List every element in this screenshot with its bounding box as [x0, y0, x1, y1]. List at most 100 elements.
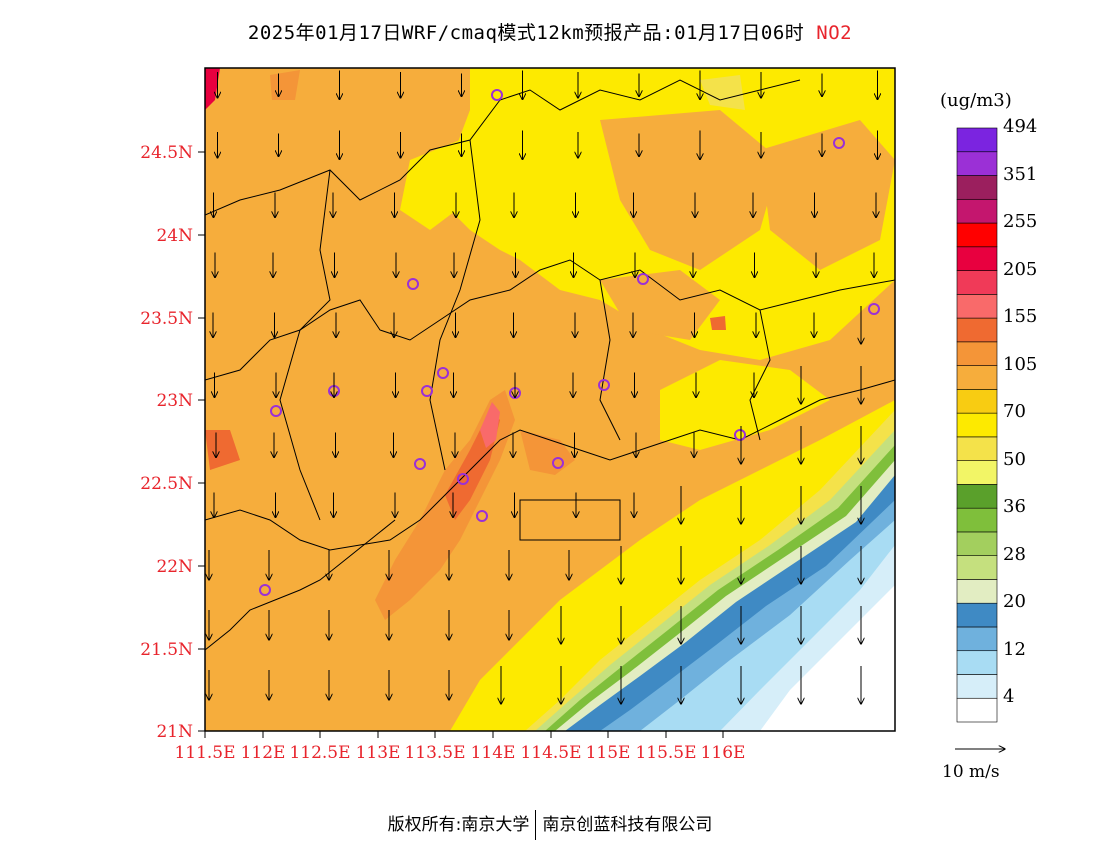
- city-marker: [734, 429, 746, 441]
- city-marker: [437, 367, 449, 379]
- city-marker: [833, 137, 845, 149]
- colorbar-swatch: [956, 674, 998, 699]
- footer-separator: [535, 810, 537, 840]
- copyright-owner2: 南京创蓝科技有限公司: [542, 815, 713, 835]
- lat-tick-label: 22.5N: [140, 474, 193, 494]
- coastline-west: [205, 519, 396, 651]
- city-marker: [491, 89, 503, 101]
- city-marker: [414, 458, 426, 470]
- colorbar-swatch: [956, 127, 998, 153]
- wind-vectors: [209, 70, 878, 705]
- lon-tick-label: 116E: [701, 743, 746, 763]
- lat-tick-label: 21N: [156, 722, 193, 742]
- city-marker: [552, 457, 564, 469]
- lon-tick-label: 113E: [356, 743, 401, 763]
- title-text: 2025年01月17日WRF/cmaq模式12km预报产品:01月17日06时: [247, 22, 805, 44]
- lon-tick-label: 112E: [241, 743, 286, 763]
- boundary-mid: [205, 259, 895, 381]
- boundaries: [205, 79, 895, 651]
- lon-tick-label: 115E: [586, 743, 631, 763]
- colorbar-label: 70: [1003, 401, 1026, 423]
- city-marker: [598, 379, 610, 391]
- lat-tick-label: 23N: [156, 391, 193, 411]
- field-105-island2: [760, 120, 895, 270]
- colorbar-swatch: [956, 175, 998, 200]
- colorbar-swatch: [956, 151, 998, 176]
- colorbar-swatch: [956, 697, 998, 723]
- colorbar-swatch: [956, 602, 998, 628]
- latitude-axis: 24.5N 24N 23.5N 23N 22.5N 22N 21.5N 21N: [140, 143, 205, 742]
- field-255-corner: [205, 68, 220, 110]
- city-marker: [259, 584, 271, 596]
- field-155-shenzhen: [520, 430, 575, 475]
- colorbar-label: 105: [1003, 353, 1038, 375]
- species-label: NO2: [816, 22, 853, 44]
- colorbar-label: 205: [1003, 258, 1038, 280]
- city-marker: [637, 273, 649, 285]
- lat-tick-label: 22N: [156, 557, 193, 577]
- colorbar-label: 351: [1003, 163, 1038, 185]
- lat-tick-label: 24.5N: [140, 143, 193, 163]
- colorbar-label: 155: [1003, 306, 1038, 328]
- boundary-inner1: [279, 169, 331, 521]
- colorbar-swatch: [956, 246, 998, 271]
- colorbar-swatch: [956, 531, 998, 556]
- colorbar-swatch: [956, 626, 998, 652]
- colorbar-swatch: [956, 389, 998, 414]
- longitude-axis: 111.5E 112E 112.5E 113E 113.5E 114E 114.5E 115E…: [174, 731, 745, 763]
- lat-tick-label: 24N: [156, 226, 193, 246]
- colorbar-label: 255: [1003, 211, 1038, 233]
- concentration-field: [205, 68, 895, 731]
- colorbar-swatch: [956, 270, 998, 295]
- city-marker: [421, 385, 433, 397]
- city-markers: [259, 89, 880, 596]
- field-105-island3: [600, 270, 720, 340]
- lon-tick-label: 112.5E: [289, 743, 350, 763]
- city-marker: [270, 405, 282, 417]
- boundary-inner3: [599, 279, 621, 441]
- lon-tick-label: 114E: [471, 743, 516, 763]
- wind-reference-label: 10 m/s: [942, 762, 1000, 782]
- field-50-patch: [700, 75, 745, 110]
- city-marker: [476, 510, 488, 522]
- colorbar-label: 36: [1003, 496, 1026, 518]
- colorbar-swatch: [956, 222, 998, 248]
- colorbar-swatch: [956, 555, 998, 580]
- colorbar-label: 494: [1003, 116, 1038, 137]
- colorbar-label: 50: [1003, 448, 1026, 470]
- copyright-footer: 版权所有:南京大学 南京创蓝科技有限公司: [0, 810, 1100, 840]
- city-marker: [868, 303, 880, 315]
- colorbar-swatch: [956, 341, 998, 366]
- lat-tick-label: 21.5N: [140, 640, 193, 660]
- colorbar-swatch: [956, 484, 998, 509]
- boundary-inner4: [749, 309, 771, 441]
- colorbar-swatch: [956, 412, 998, 438]
- lon-tick-label: 114.5E: [520, 743, 581, 763]
- coastline: [205, 379, 895, 551]
- colorbar-label: 12: [1003, 638, 1026, 660]
- colorbar-unit: (ug/m3): [940, 90, 1012, 111]
- city-marker: [407, 278, 419, 290]
- colorbar-label: 4: [1003, 686, 1015, 708]
- colorbar-swatch: [956, 507, 998, 533]
- colorbar-swatch: [956, 294, 998, 319]
- colorbar-label: 20: [1003, 591, 1026, 613]
- boundary-bay: [519, 499, 621, 541]
- colorbar-swatch: [956, 317, 998, 343]
- field-155-spot: [710, 316, 726, 330]
- colorbar-swatch: [956, 198, 998, 224]
- colorbar-swatch: [956, 460, 998, 485]
- colorbar-swatch: [956, 650, 998, 675]
- field-155-nw: [270, 70, 300, 100]
- colorbar-swatch: [956, 365, 998, 390]
- lon-tick-label: 113.5E: [404, 743, 465, 763]
- field-105-island1: [600, 110, 780, 270]
- lat-tick-label: 23.5N: [140, 309, 193, 329]
- page-title: 2025年01月17日WRF/cmaq模式12km预报产品:01月17日06时 N…: [0, 18, 1100, 45]
- copyright-owner1: 版权所有:南京大学: [387, 815, 530, 835]
- field-205-core: [480, 402, 500, 448]
- colorbar-swatch: [956, 579, 998, 604]
- city-marker: [457, 473, 469, 485]
- field-70-bay: [660, 360, 830, 450]
